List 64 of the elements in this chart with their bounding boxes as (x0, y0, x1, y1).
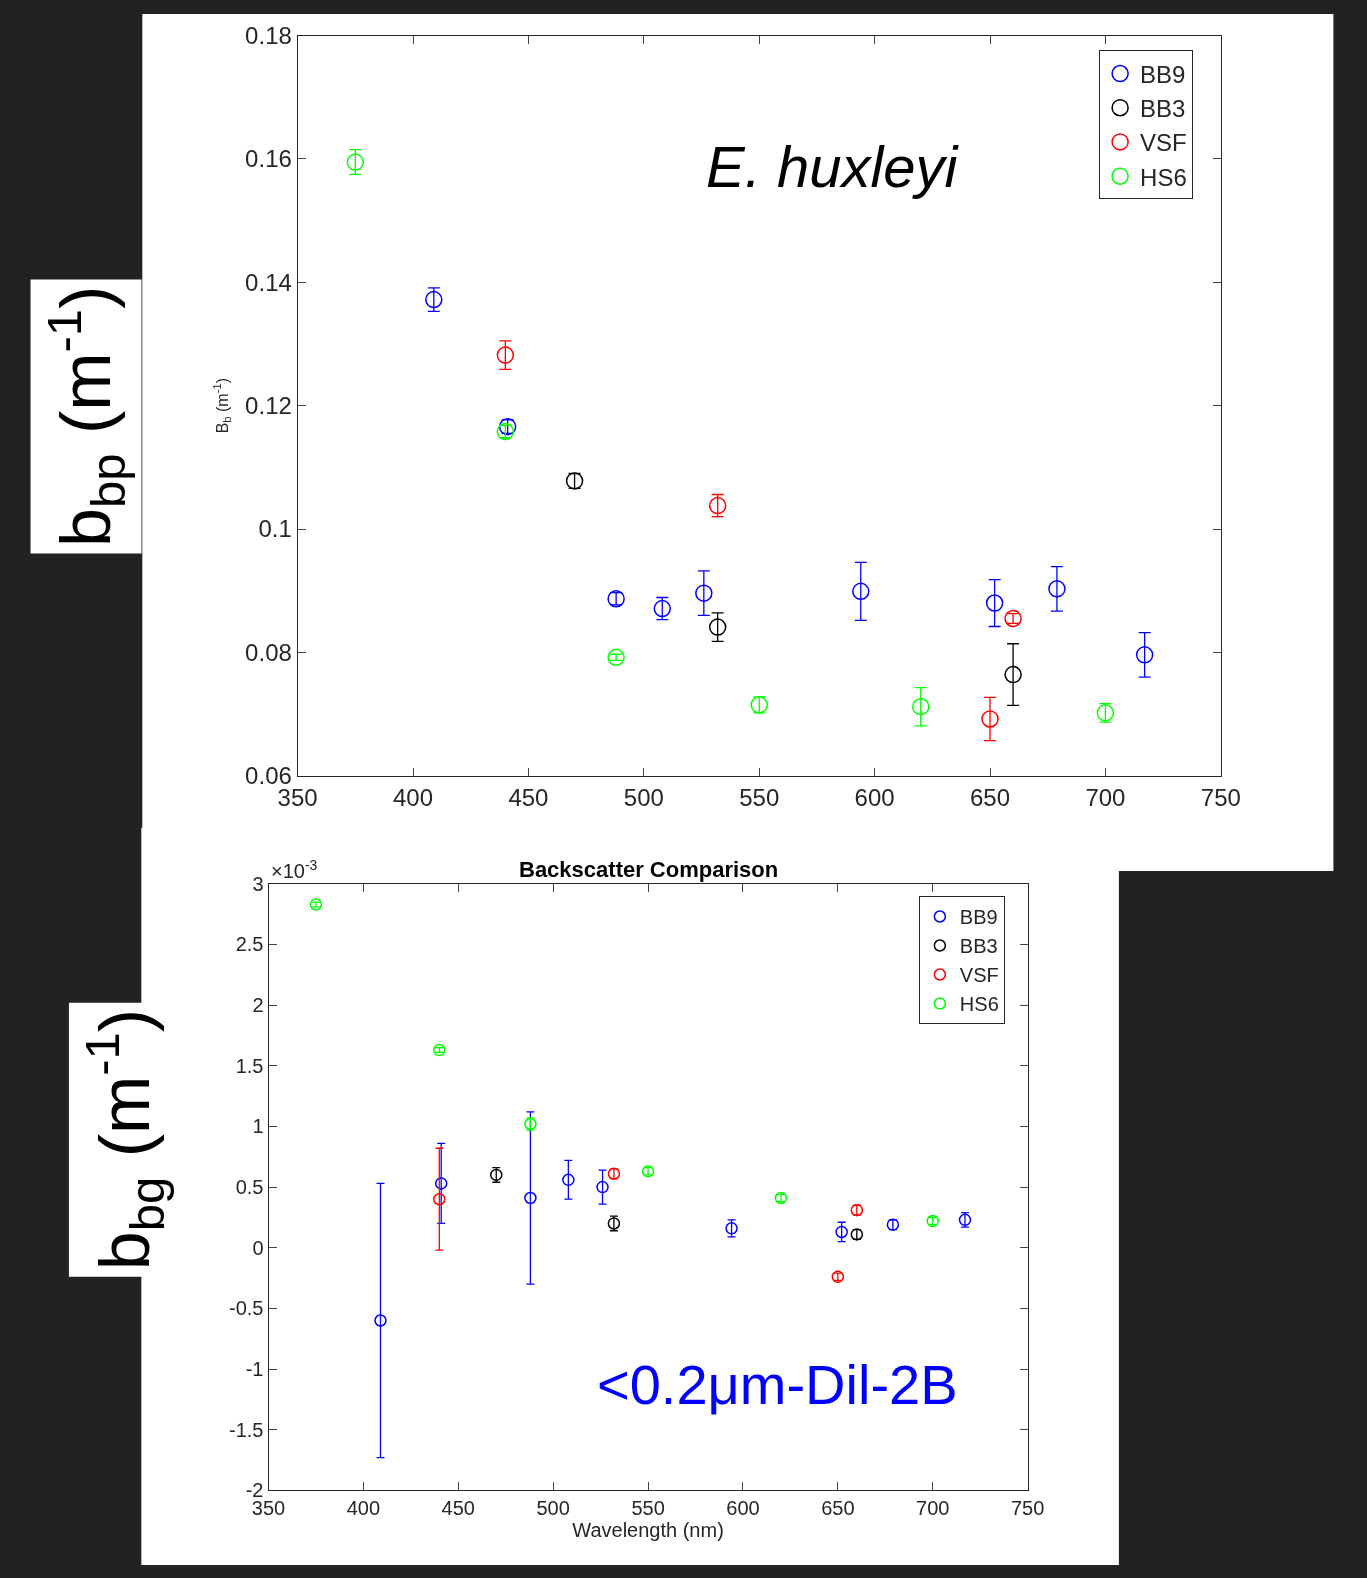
point (596, 1180, 609, 1194)
point (562, 1173, 575, 1187)
y-tick-label: 0.1 (258, 515, 292, 543)
point (524, 1191, 537, 1205)
y-tick-label: -1.5 (229, 1418, 264, 1441)
point (912, 697, 930, 716)
point (434, 1177, 448, 1190)
x-tick-label: 550 (631, 1497, 665, 1520)
x-tick-label: 750 (1200, 783, 1241, 811)
x-tick-label: 400 (346, 1497, 381, 1520)
y-tick-label: 0.18 (245, 22, 292, 50)
x-tick-label: 700 (916, 1497, 950, 1520)
y-tick-label: 0.5 (235, 1176, 264, 1199)
annotation: E. huxleyi (706, 134, 960, 199)
legend-label: HS6 (1140, 163, 1187, 191)
x-tick-label: 500 (623, 783, 664, 811)
y-tick-label: 0.08 (245, 638, 292, 666)
point (695, 584, 713, 602)
x-tick-label: 550 (739, 783, 780, 811)
legend-label: BB9 (1140, 60, 1186, 88)
legend-label: BB3 (959, 935, 998, 958)
point (1048, 580, 1066, 598)
annotation: <0.2μm-Dil-2B (597, 1353, 958, 1416)
y-tick-label: -1 (245, 1358, 264, 1381)
point (981, 710, 999, 728)
legend-label: VSF (959, 964, 999, 987)
y-tick-label: 0.16 (245, 145, 292, 173)
point (852, 582, 870, 601)
point (1135, 646, 1154, 664)
y-tick-label: -0.5 (229, 1297, 264, 1320)
y-tick-label: 0 (252, 1236, 264, 1259)
x-tick-label: 600 (854, 783, 895, 811)
x-tick-label: 650 (821, 1497, 855, 1520)
y-tick-label: 1 (252, 1115, 264, 1138)
legend-label: BB9 (959, 906, 998, 929)
x-tick-label: 750 (1010, 1497, 1045, 1520)
y-tick-label: 1.5 (235, 1054, 264, 1077)
legend-label: VSF (1140, 129, 1187, 157)
x-tick-label: 500 (536, 1497, 570, 1520)
point (708, 618, 727, 636)
y-tick-label: 2.5 (235, 933, 264, 956)
point (346, 153, 365, 171)
text: ×10$^{-3}$ (271, 857, 318, 883)
y-tick-label: 0.14 (245, 268, 292, 296)
x-tick-label: 700 (1085, 783, 1126, 811)
point (433, 1192, 446, 1206)
y-tick-label: 3 (252, 872, 264, 895)
x-axis-title: Wavelength (nm) (572, 1519, 724, 1542)
x-tick-label: 600 (726, 1497, 760, 1520)
chart-title: Backscatter Comparison (519, 857, 779, 882)
x-tick-label: 450 (508, 783, 549, 811)
point (985, 594, 1004, 612)
y-tick-label: 2 (252, 994, 264, 1017)
point (835, 1225, 848, 1239)
point (607, 648, 625, 667)
x-tick-label: 400 (393, 783, 434, 811)
legend-label: HS6 (959, 993, 999, 1016)
point (496, 346, 515, 364)
x-tick-label: 650 (969, 783, 1011, 811)
point (1004, 665, 1022, 684)
legend-label: BB3 (1140, 95, 1186, 123)
y-tick-label: 0.12 (245, 392, 292, 420)
x-tick-label: 450 (441, 1497, 475, 1520)
point (374, 1314, 387, 1327)
